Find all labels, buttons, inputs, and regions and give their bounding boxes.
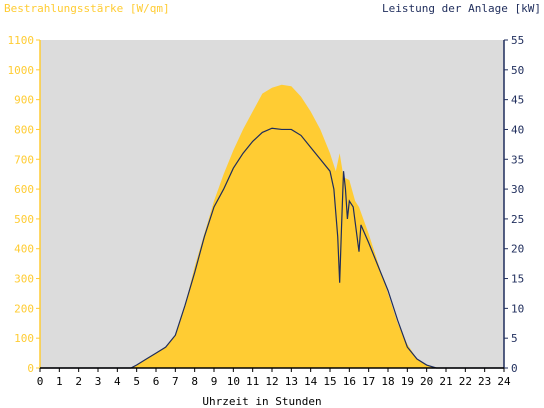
right-tick-label: 45 bbox=[511, 94, 524, 107]
x-tick-label: 20 bbox=[420, 375, 433, 388]
irradiance-area bbox=[40, 84, 504, 368]
left-axis-ticks: 0 100 200 300 400 500 600 700 800 900 1000 1100 bbox=[8, 34, 40, 375]
x-tick-label: 18 bbox=[381, 375, 394, 388]
left-tick-label: 1000 bbox=[8, 64, 35, 77]
x-tick-label: 22 bbox=[459, 375, 472, 388]
x-tick-label: 17 bbox=[362, 375, 375, 388]
right-tick-label: 55 bbox=[511, 34, 524, 47]
left-tick-label: 800 bbox=[14, 123, 34, 136]
right-tick-label: 30 bbox=[511, 183, 524, 196]
x-tick-label: 1 bbox=[56, 375, 63, 388]
x-tick-label: 19 bbox=[401, 375, 414, 388]
right-tick-label: 40 bbox=[511, 123, 524, 136]
x-tick-label: 2 bbox=[75, 375, 82, 388]
right-axis-ticks: 0 5 10 15 20 25 30 35 40 45 50 55 bbox=[504, 34, 524, 375]
right-axis-label: Leistung der Anlage [kW] bbox=[382, 2, 541, 15]
left-tick-label: 300 bbox=[14, 273, 34, 286]
right-tick-label: 15 bbox=[511, 273, 524, 286]
x-axis-ticks: 0 1 2 3 4 5 6 7 8 9 10 11 12 13 14 15 16 17 18 19 20 21 22 23 24 bbox=[37, 368, 511, 388]
x-tick-label: 23 bbox=[478, 375, 491, 388]
left-tick-label: 500 bbox=[14, 213, 34, 226]
x-tick-label: 8 bbox=[191, 375, 198, 388]
left-tick-label: 200 bbox=[14, 302, 34, 315]
left-tick-label: 700 bbox=[14, 153, 34, 166]
x-tick-label: 24 bbox=[497, 375, 511, 388]
x-tick-label: 4 bbox=[114, 375, 121, 388]
x-axis-label: Uhrzeit in Stunden bbox=[202, 395, 321, 408]
x-tick-label: 10 bbox=[227, 375, 240, 388]
x-tick-label: 0 bbox=[37, 375, 44, 388]
x-tick-label: 12 bbox=[265, 375, 278, 388]
right-tick-label: 0 bbox=[511, 362, 518, 375]
x-tick-label: 3 bbox=[95, 375, 102, 388]
left-axis-label: Bestrahlungsstärke [W/qm] bbox=[4, 2, 170, 15]
x-tick-label: 13 bbox=[285, 375, 298, 388]
x-tick-label: 5 bbox=[133, 375, 140, 388]
x-tick-label: 11 bbox=[246, 375, 259, 388]
power-line bbox=[40, 127, 504, 369]
right-tick-label: 35 bbox=[511, 153, 524, 166]
left-tick-label: 900 bbox=[14, 94, 34, 107]
irradiance-area-group bbox=[40, 84, 504, 368]
right-tick-label: 5 bbox=[511, 332, 518, 345]
right-tick-label: 20 bbox=[511, 243, 524, 256]
x-tick-label: 9 bbox=[211, 375, 218, 388]
x-tick-label: 16 bbox=[343, 375, 356, 388]
x-tick-label: 7 bbox=[172, 375, 179, 388]
left-tick-label: 100 bbox=[14, 332, 34, 345]
power-line-group bbox=[40, 127, 504, 369]
right-tick-label: 25 bbox=[511, 213, 524, 226]
x-tick-label: 14 bbox=[304, 375, 318, 388]
x-tick-label: 15 bbox=[323, 375, 336, 388]
right-tick-label: 10 bbox=[511, 302, 524, 315]
left-tick-label: 600 bbox=[14, 183, 34, 196]
left-tick-label: 0 bbox=[27, 362, 34, 375]
x-tick-label: 6 bbox=[153, 375, 160, 388]
x-tick-label: 21 bbox=[439, 375, 452, 388]
left-tick-label: 1100 bbox=[8, 34, 35, 47]
left-tick-label: 400 bbox=[14, 243, 34, 256]
right-tick-label: 50 bbox=[511, 64, 524, 77]
